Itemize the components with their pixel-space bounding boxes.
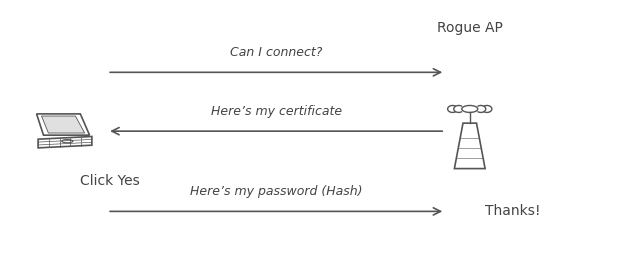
PathPatch shape: [38, 136, 92, 148]
PathPatch shape: [454, 123, 485, 169]
PathPatch shape: [37, 114, 89, 135]
Circle shape: [462, 105, 478, 112]
Text: Here’s my certificate: Here’s my certificate: [211, 105, 342, 118]
Text: Can I connect?: Can I connect?: [230, 46, 322, 59]
Text: Here’s my password (Hash): Here’s my password (Hash): [190, 185, 363, 198]
Text: Rogue AP: Rogue AP: [437, 22, 503, 35]
PathPatch shape: [42, 116, 85, 133]
Text: Thanks!: Thanks!: [485, 204, 541, 218]
Ellipse shape: [62, 140, 73, 143]
Text: Click Yes: Click Yes: [81, 174, 140, 188]
